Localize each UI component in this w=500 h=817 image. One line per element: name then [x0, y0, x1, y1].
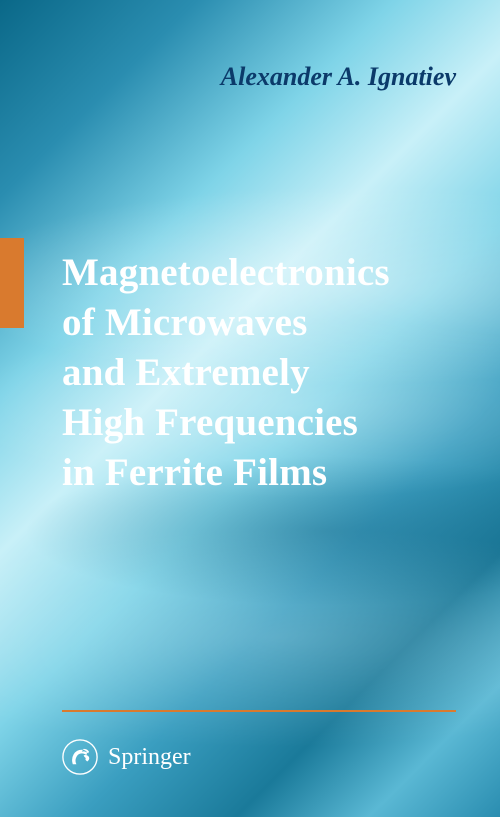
publisher-block: Springer [62, 739, 191, 775]
book-cover: Alexander A. Ignatiev Magnetoelectronics… [0, 0, 500, 817]
book-title: Magnetoelectronics of Microwaves and Ext… [62, 248, 390, 498]
title-line: in Ferrite Films [62, 448, 390, 498]
orange-divider-line [62, 710, 456, 712]
springer-horse-icon [62, 739, 98, 775]
title-line: High Frequencies [62, 398, 390, 448]
author-name: Alexander A. Ignatiev [221, 62, 456, 92]
title-line: and Extremely [62, 348, 390, 398]
orange-side-tab [0, 238, 24, 328]
title-line: of Microwaves [62, 298, 390, 348]
publisher-name: Springer [108, 744, 191, 771]
title-line: Magnetoelectronics [62, 248, 390, 298]
